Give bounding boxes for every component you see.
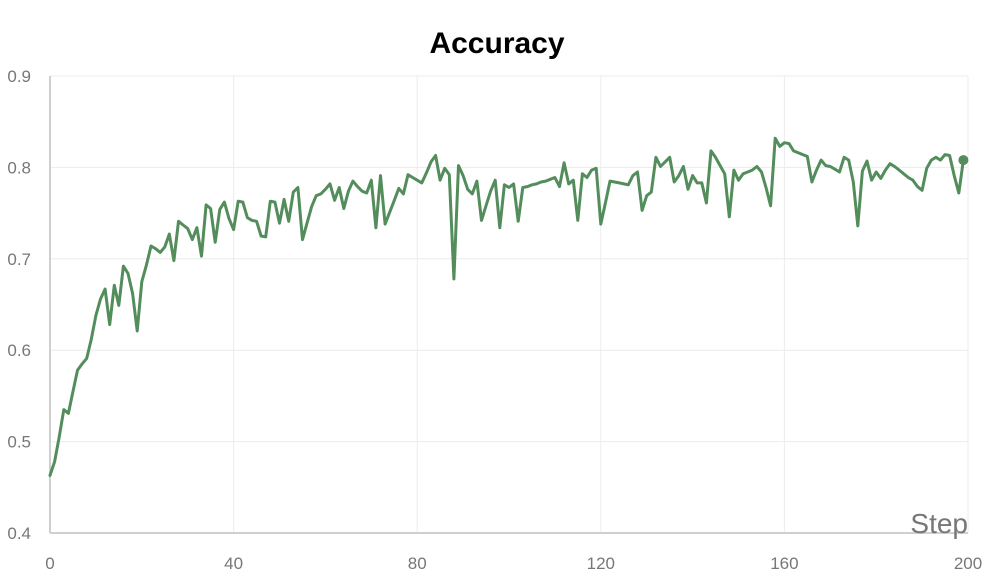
y-tick-label: 0.4 — [7, 524, 31, 543]
x-tick-label: 80 — [408, 554, 427, 573]
y-tick-label: 0.9 — [7, 67, 31, 86]
last-point-marker — [958, 155, 969, 166]
chart-title: Accuracy — [429, 27, 564, 60]
grid — [50, 75, 969, 533]
x-tick-label: 200 — [954, 554, 982, 573]
axes — [49, 76, 968, 534]
y-tick-label: 0.6 — [7, 341, 31, 360]
x-axis-label: Step — [910, 508, 968, 539]
x-tick-label: 40 — [224, 554, 243, 573]
series-group — [48, 136, 969, 477]
x-tick-label: 120 — [587, 554, 615, 573]
tick-labels: 0.4 0.5 0.6 0.7 0.8 0.9 0 40 80 120 160 200 — [7, 67, 982, 573]
y-tick-label: 0.5 — [7, 433, 31, 452]
y-tick-label: 0.8 — [7, 158, 31, 177]
x-tick-label: 160 — [770, 554, 798, 573]
accuracy-series-line — [48, 136, 965, 477]
y-tick-label: 0.7 — [7, 250, 31, 269]
x-tick-label: 0 — [45, 554, 54, 573]
